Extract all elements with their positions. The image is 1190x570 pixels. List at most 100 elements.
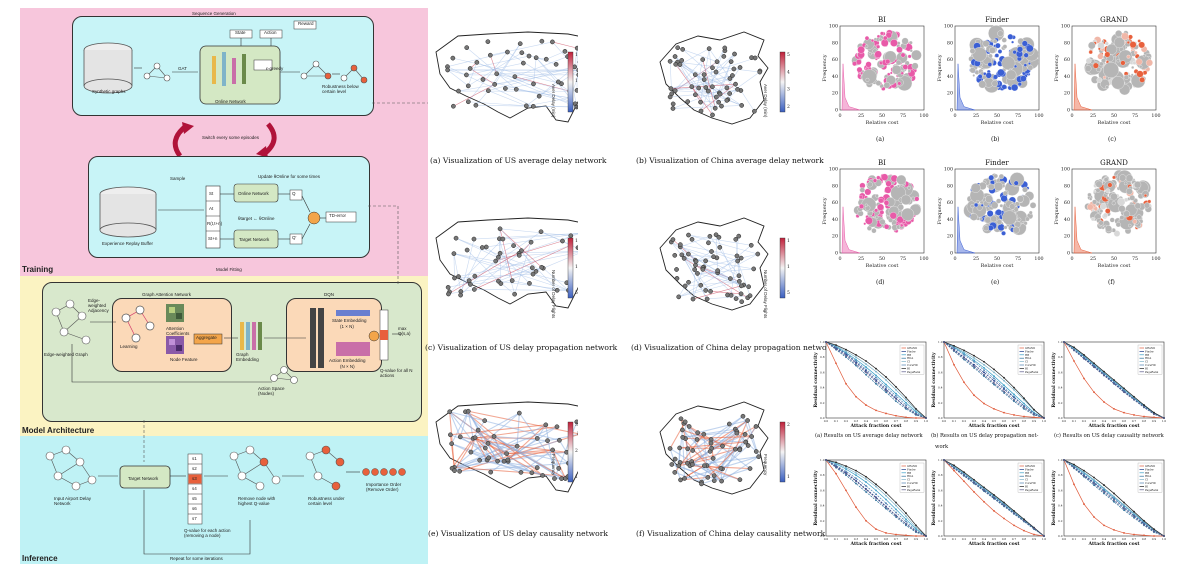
series-point (1013, 400, 1015, 403)
map-edge (692, 285, 742, 300)
series-point (963, 358, 965, 361)
map-edge (469, 244, 571, 281)
bubble (1095, 187, 1101, 193)
series-point (963, 480, 965, 483)
bubble (864, 203, 868, 207)
bubble (1012, 226, 1020, 234)
airport-node (674, 276, 680, 281)
x-axis-label: Relative cost (1098, 120, 1131, 126)
bubble (907, 186, 911, 190)
series-point (885, 383, 887, 386)
series-point (1023, 398, 1025, 401)
series-point (865, 373, 867, 376)
series-point (875, 376, 877, 379)
x-tick: 0.1 (834, 419, 839, 423)
series-point (895, 400, 897, 403)
bubble-chart-grand: GRAND 0 25 50 75 100 0 20 40 60 80 100 Relative cost… (1054, 159, 1161, 269)
series-point (1013, 386, 1015, 389)
x-tick: 0.5 (1112, 419, 1117, 423)
airport-node (555, 79, 561, 85)
series-point (1003, 376, 1005, 379)
series-point (895, 514, 897, 517)
x-tick: 0.6 (1002, 537, 1007, 541)
x-tick: 0.3 (1092, 537, 1097, 541)
series-point (1023, 529, 1025, 532)
bubble (982, 40, 990, 48)
airport-node (451, 103, 456, 109)
map-edge (552, 449, 566, 479)
series-point (1043, 417, 1045, 419)
bubble (1142, 54, 1146, 58)
series-point (905, 518, 907, 521)
y-tick: 0.4 (820, 386, 825, 390)
map-edge (675, 64, 716, 109)
airport-node (536, 93, 542, 99)
airport-node (700, 267, 706, 272)
series-point (845, 489, 847, 492)
y-tick: 60 (832, 57, 838, 63)
series-point (885, 532, 887, 534)
legend-entry: BI (1025, 366, 1028, 370)
attention-coefficients-label: Attention Coefficients (166, 326, 190, 336)
map-edge (449, 411, 560, 441)
airport-node (747, 293, 753, 299)
map-edge (697, 272, 718, 274)
series-point (905, 522, 907, 525)
series-point (983, 366, 985, 369)
bubble (986, 210, 994, 217)
colorbar-tick: 200 (575, 448, 578, 454)
airport-node (728, 276, 733, 281)
airport-node (716, 99, 722, 105)
series-point (905, 515, 907, 518)
q-list-3: s4 (192, 486, 197, 491)
airport-node (514, 443, 520, 449)
airport-node (576, 67, 578, 73)
bubble (1002, 190, 1008, 196)
map-edge (507, 424, 547, 461)
series-point (1093, 366, 1095, 368)
bubble (1011, 40, 1014, 44)
y-tick: 0 (1067, 108, 1070, 114)
series-point (895, 508, 897, 511)
series-point (983, 369, 985, 372)
series-point (865, 369, 867, 372)
airport-node (516, 252, 522, 258)
x-axis-label: Relative cost (981, 120, 1014, 126)
series-point (835, 344, 837, 346)
bubble (883, 81, 891, 89)
y-tick: 0.4 (1058, 504, 1063, 508)
bubble (885, 59, 891, 65)
bubble (875, 80, 882, 86)
airport-node (562, 48, 568, 54)
series-point (1133, 516, 1135, 519)
airport-node (492, 82, 498, 87)
airport-node (711, 473, 717, 479)
y-tick: 40 (947, 74, 953, 80)
sample-label: Sample (170, 176, 186, 181)
airport-node (733, 237, 739, 242)
bubble (983, 225, 989, 232)
x-tick: 0 (1070, 113, 1073, 119)
bubble (992, 39, 998, 44)
map-cn_caus: 200 100 (659, 401, 790, 495)
series-point (1113, 407, 1115, 410)
airport-node (736, 273, 742, 279)
airport-node (689, 84, 695, 90)
x-tick: 75 (1132, 113, 1138, 119)
x-tick: 0.1 (952, 537, 957, 541)
x-tick: 0 (838, 113, 841, 119)
series-point (855, 506, 857, 509)
map-edge (453, 253, 569, 291)
legend-entry: HDA (907, 356, 913, 360)
map-edge (499, 238, 502, 284)
x-tick: 0.5 (1112, 537, 1117, 541)
bubble (996, 219, 1003, 225)
map-edge (468, 52, 522, 87)
airport-node (505, 49, 510, 55)
airport-node (724, 98, 730, 103)
q-prime-label: Q' (292, 235, 297, 240)
bubble (883, 35, 888, 41)
airport-node (707, 233, 713, 239)
map-edge (745, 426, 757, 443)
series-point (875, 374, 877, 377)
